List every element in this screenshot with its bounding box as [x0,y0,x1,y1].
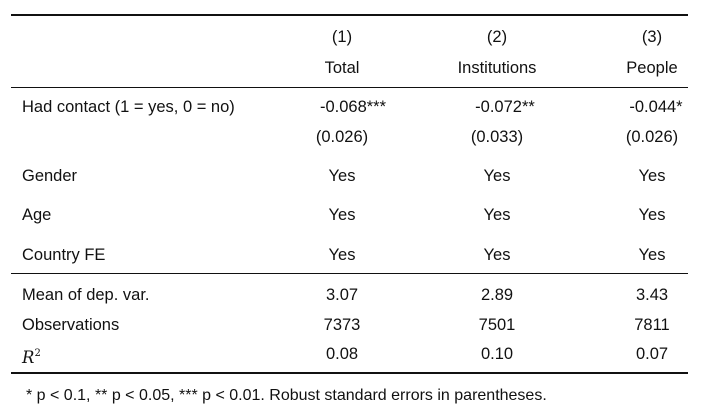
table-cell: Yes [483,167,511,185]
coef-estimate-3: -0.044* [629,98,683,116]
table-cell: 7811 [634,316,670,334]
coef-estimate-1: -0.068*** [319,98,387,116]
column-number-3: (3) [641,28,663,46]
table-cell: 3.07 [325,286,359,304]
coef-estimate-2: -0.072** [475,98,535,116]
table-cell: Yes [483,246,511,264]
control-label-country-fe: Country FE [22,246,106,264]
stat-label-observations: Observations [22,316,120,334]
table-cell: 2.89 [480,286,514,304]
top-rule [11,14,688,16]
table-cell: 0.07 [635,345,669,363]
table-cell: Yes [328,167,356,185]
table-cell: Yes [328,246,356,264]
table-cell: 7501 [478,316,516,334]
table-cell: 7373 [323,316,361,334]
coef-row-label: Had contact (1 = yes, 0 = no) [22,98,235,116]
table-cell: Yes [638,206,666,224]
control-label-age: Age [22,206,52,224]
table-cell: Yes [328,206,356,224]
table-cell: Yes [638,167,666,185]
column-number-2: (2) [486,28,508,46]
coef-se-2: (0.033) [470,128,524,146]
column-name-2: Institutions [457,59,537,77]
table-cell: Yes [483,206,511,224]
column-name-3: People [626,59,678,77]
table-cell: 0.08 [325,345,359,363]
coef-se-1: (0.026) [315,128,369,146]
header-rule [11,87,688,88]
column-number-1: (1) [331,28,353,46]
control-label-gender: Gender [22,167,78,185]
stat-label-r-squared: R2 [22,348,41,367]
table-cell: Yes [638,246,666,264]
table-cell: 3.43 [635,286,669,304]
stats-rule [11,273,688,274]
bottom-rule [11,372,688,374]
stat-label-mean: Mean of dep. var. [22,286,150,304]
coef-se-3: (0.026) [625,128,679,146]
table-cell: 0.10 [480,345,514,363]
column-name-1: Total [324,59,360,77]
table-footnote: * p < 0.1, ** p < 0.05, *** p < 0.01. Ro… [26,387,547,404]
